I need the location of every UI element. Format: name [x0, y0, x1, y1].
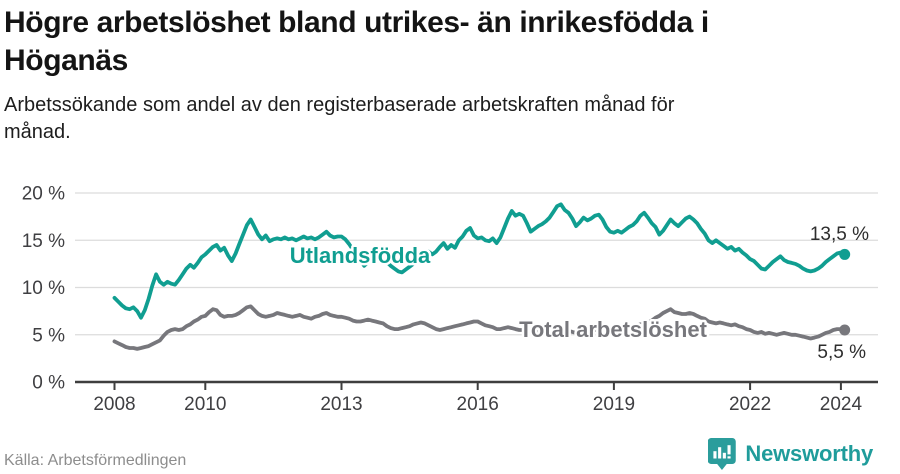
y-tick-label: 10 % [22, 278, 65, 299]
series-line-utlandsfodda [112, 202, 847, 320]
line-chart: 0 %5 %10 %15 %20 % 2008 2010 2013 2016 2019 2… [22, 184, 878, 415]
end-value-annotation: 13,5 % [810, 224, 869, 245]
x-tick-label: 2008 [93, 394, 135, 415]
x-tick-label: 2022 [729, 394, 771, 415]
x-tick-label: 2013 [320, 394, 362, 415]
header: Högre arbetslöshet bland utrikes- än inr… [4, 4, 884, 146]
page-title: Högre arbetslöshet bland utrikes- än inr… [4, 6, 709, 77]
series-end-dot [839, 324, 851, 336]
y-tick-label: 0 % [32, 373, 65, 394]
newsworthy-wordmark: Newsworthy [745, 441, 873, 466]
y-tick-label: 20 % [22, 184, 65, 205]
x-tick-label: 2019 [593, 394, 635, 415]
y-tick-label: 5 % [32, 325, 65, 346]
x-tick-label: 2016 [457, 394, 499, 415]
source-note: Källa: Arbetsförmedlingen [4, 452, 187, 469]
axis-layer: 2008 2010 2013 2016 2019 2022 2024 [75, 380, 878, 415]
series-label: Utlandsfödda [290, 243, 431, 268]
grid-layer: 0 % 5 % 10 % 15 % 20 % [22, 184, 878, 394]
series-end-dot [839, 248, 851, 260]
end-value-annotation: 5,5 % [817, 342, 866, 363]
page-subtitle: Arbetssökande som andel av den registerb… [4, 94, 675, 143]
x-tick-label: 2024 [820, 394, 863, 415]
x-tick-label: 2010 [184, 394, 226, 415]
label-layer: Total arbetslöshet 5,5 % Utlandsfödda 13,5 … [287, 224, 869, 363]
newsworthy-chart-bubble-icon [708, 438, 737, 470]
series-layer [112, 202, 847, 351]
series-label: Total arbetslöshet [519, 317, 708, 342]
newsworthy-logo[interactable]: Newsworthy [708, 438, 873, 470]
y-tick-label: 15 % [22, 231, 65, 252]
series-line-total [112, 304, 847, 351]
